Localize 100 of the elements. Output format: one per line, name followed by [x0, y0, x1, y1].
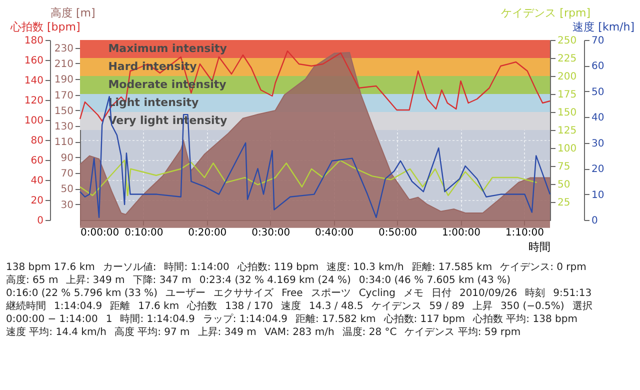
text: 時間: 1:14:00 [164, 262, 230, 274]
text: VAM: 283 m/h [264, 327, 334, 339]
text: 高度: 65 m [6, 275, 58, 287]
y-tick-label: 75 [558, 162, 570, 172]
y2-tick-label: 50 [592, 86, 604, 98]
y-tick-label: 25 [558, 198, 570, 208]
text: 1 [106, 314, 112, 326]
text: 距離: 17.582 km [296, 314, 376, 326]
y-tick-label: 175 [558, 90, 577, 100]
y-tick-label: 80 [30, 136, 44, 146]
x-tick-label: 0:40:00 [315, 228, 354, 238]
text: ケイデンス 平均: 59 rpm [404, 327, 521, 339]
y-tick-label: 200 [558, 72, 577, 82]
y2-tick-label: 210 [54, 58, 74, 70]
y2-tick-label: 150 [54, 106, 74, 117]
y-tick-label: 125 [558, 126, 577, 136]
y-tick-label: 100 [24, 116, 44, 126]
text: 上昇: 349 m [198, 327, 256, 339]
text: 心拍数: 119 bpm [237, 262, 319, 274]
text: ケイデンス: 0 rpm [500, 262, 586, 274]
text: 時間: 1:14:04.9 [120, 314, 195, 326]
text: 心拍数 平均: 138 bpm [473, 314, 578, 326]
y-tick-label: 180 [24, 36, 44, 46]
y-tick-label: 20 [30, 196, 44, 206]
text: 距離 [110, 301, 130, 313]
text: 選択 [572, 301, 592, 313]
text: 17.6 km [138, 301, 180, 313]
text: カーソル値: [102, 262, 156, 274]
text: 心拍数 [187, 301, 218, 313]
text: 温度: 28 °C [342, 327, 397, 339]
y2-tick-label: 90 [60, 152, 74, 164]
text: 9:51:13 [553, 288, 592, 300]
text: 下降: 347 m [132, 275, 192, 287]
text: 138 / 170 [225, 301, 273, 313]
y2-tick-label: 70 [60, 168, 74, 180]
y-tick-label: 0 [37, 216, 44, 226]
x-tick-label: 0:00:00 [80, 228, 120, 238]
y2-axis-title: 高度 [m] [50, 6, 96, 20]
y2-tick-label: 60 [592, 61, 604, 72]
x-tick-label: 0:30:00 [252, 228, 290, 238]
text: 上昇: 349 m [66, 275, 125, 287]
x-tick-label: 1:10:00 [505, 228, 544, 238]
x-tick-label: 0:10:00 [124, 228, 164, 238]
text: 0:34:0 (46 % 7.605 km (43 %) [358, 275, 510, 287]
text: 速度 平均: 14.4 km/h [6, 327, 106, 339]
text: 高度 平均: 97 m [114, 327, 190, 339]
text: 距離: 17.585 km [412, 262, 492, 274]
text: 59 / 89 [429, 301, 464, 313]
text: 日付 [431, 288, 452, 300]
text: 350 (−0.5%) [500, 301, 564, 313]
text: 心拍数: 117 bpm [384, 314, 465, 326]
text: スポーツ [310, 288, 351, 300]
y2-tick-label: 110 [54, 137, 74, 148]
text: ラップ: 1:14:04.9 [202, 314, 288, 326]
y-tick-label: 50 [558, 180, 570, 190]
y2-tick-label: 190 [54, 74, 74, 86]
text: 0:00:00 − 1:14:00 [6, 314, 98, 326]
text: 138 bpm 17.6 km [6, 262, 95, 274]
line-series [79, 160, 538, 196]
y2-tick-label: 20 [592, 164, 604, 176]
y2-tick-label: 230 [54, 43, 74, 54]
y-axis-title: 心拍数 [bpm] [10, 20, 80, 34]
y-tick-label: 120 [24, 96, 44, 106]
text: 上昇 [472, 301, 492, 313]
line-series [79, 96, 551, 218]
text: 継続時間 [6, 301, 46, 313]
y-tick-label: 140 [24, 76, 44, 86]
y-tick-label: 100 [558, 144, 577, 154]
text: Free [282, 288, 303, 300]
y-tick-label: 250 [558, 36, 577, 46]
x-tick-label: 0:50:00 [378, 228, 418, 238]
text: ユーザー [166, 288, 206, 300]
y2-tick-label: 30 [60, 200, 74, 211]
y2-tick-label: 50 [60, 184, 74, 196]
text: エクササイズ [214, 288, 274, 300]
y-axis-title: ケイデンス [rpm] [501, 6, 590, 20]
text: 0:23:4 (32 % 4.169 km (24 %) [199, 275, 351, 287]
y-tick-label: 40 [30, 176, 44, 186]
x-tick-label: 1:00:00 [442, 228, 480, 238]
text: 2010/09/26 [459, 288, 518, 300]
band-label: Maximum intensity [108, 42, 227, 55]
y2-tick-label: 130 [54, 122, 74, 133]
y-tick-label: 60 [30, 156, 44, 166]
text: 時刻 [525, 288, 546, 300]
y2-tick-label: 170 [54, 90, 74, 102]
text: 速度: 10.3 km/h [326, 262, 404, 274]
text: Cycling [358, 288, 396, 300]
text: メモ [403, 288, 424, 300]
y2-tick-label: 70 [592, 36, 604, 46]
y-tick-label: 150 [558, 108, 577, 118]
x-axis-title: 時間 [528, 240, 550, 254]
y2-axis-title: 速度 [km/h] [572, 20, 634, 34]
y2-tick-label: 30 [592, 138, 604, 150]
text: 0:16:0 (22 % 5.796 km (33 %) [6, 288, 158, 300]
y2-tick-label: 10 [592, 190, 604, 201]
y-tick-label: 225 [558, 54, 577, 64]
text: 速度 [280, 301, 301, 313]
y2-tick-label: 0 [592, 216, 598, 226]
text: ケイデンス [371, 301, 422, 313]
text: 1:14:04.9 [54, 301, 102, 313]
